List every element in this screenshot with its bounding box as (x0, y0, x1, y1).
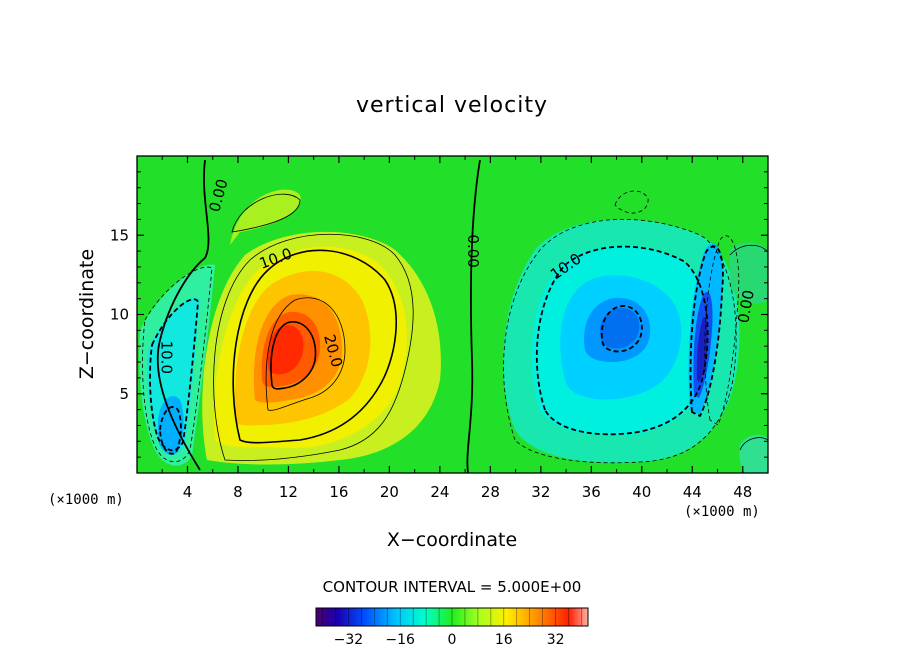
colorbar-tick-label-3: 16 (495, 632, 513, 648)
contour-line-4 (232, 249, 397, 444)
field-region-12 (599, 308, 640, 349)
x-tick-label-12: 12 (279, 483, 298, 501)
colorbar-tick-label-2: 0 (448, 632, 457, 648)
contour-lines (142, 159, 768, 473)
field-region-7 (267, 325, 304, 375)
contour-line-17 (739, 437, 768, 451)
x-tick-label-8: 8 (233, 483, 243, 501)
x-axis-label: X−coordinate (387, 529, 517, 551)
x-tick-label-24: 24 (430, 483, 449, 501)
contour-line-1 (156, 159, 210, 471)
colorbar-tick-label-0: −32 (334, 632, 364, 648)
x-tick-label-36: 36 (582, 483, 601, 501)
contour-line-6 (270, 321, 317, 390)
contour-line-5 (265, 297, 346, 411)
x-tick-label-40: 40 (632, 483, 651, 501)
plot-field (137, 156, 768, 473)
x-tick-label-28: 28 (481, 483, 500, 501)
field-region-19 (730, 242, 768, 305)
contour-line-13 (142, 266, 213, 463)
field-region-2 (230, 189, 301, 245)
colorbar-tick-label-1: −16 (385, 632, 415, 648)
contour-line-16 (729, 244, 768, 256)
colorbar-tick-label-4: 32 (547, 632, 565, 648)
contour-label-4: 0.00 (464, 234, 482, 267)
contour-line-9 (535, 245, 709, 436)
x-tick-label-44: 44 (683, 483, 702, 501)
velocity-field (138, 189, 768, 473)
x-axis: 4 8 12 16 20 24 28 32 36 40 44 48 (161, 156, 752, 501)
y-axis-label: Z−coordinate (76, 249, 98, 379)
x-unit-left: (×1000 m) (48, 492, 124, 508)
contour-line-8 (503, 218, 737, 464)
field-region-20 (739, 434, 768, 473)
contour-label-7: 10.0 (158, 341, 176, 374)
x-tick-label-4: 4 (183, 483, 193, 501)
contour-line-12 (704, 235, 740, 426)
colorbar-ticks: −32 −16 0 16 32 (322, 608, 582, 648)
field-region-18 (158, 396, 184, 455)
contour-line-3 (213, 233, 414, 461)
contour-line-11 (689, 245, 724, 418)
y-axis: 5 10 15 (110, 171, 768, 458)
x-tick-label-32: 32 (531, 483, 550, 501)
x-unit-right: (×1000 m) (684, 504, 760, 520)
x-tick-label-48: 48 (733, 483, 752, 501)
y-tick-label-10: 10 (110, 306, 129, 324)
contour-line-15 (159, 406, 182, 455)
y-tick-label-15: 15 (110, 226, 129, 244)
y-tick-label-5: 5 (119, 385, 129, 403)
contour-label-6: 0.00 (734, 288, 758, 324)
colorbar: −32 −16 0 16 32 (315, 607, 589, 648)
contour-line-7 (231, 193, 301, 233)
contour-line-2 (466, 159, 481, 473)
chart-title: vertical velocity (356, 93, 548, 118)
x-tick-label-20: 20 (380, 483, 399, 501)
contour-line-10 (600, 305, 643, 353)
x-tick-label-16: 16 (329, 483, 348, 501)
contour-interval-label: CONTOUR INTERVAL = 5.000E+00 (323, 578, 582, 596)
